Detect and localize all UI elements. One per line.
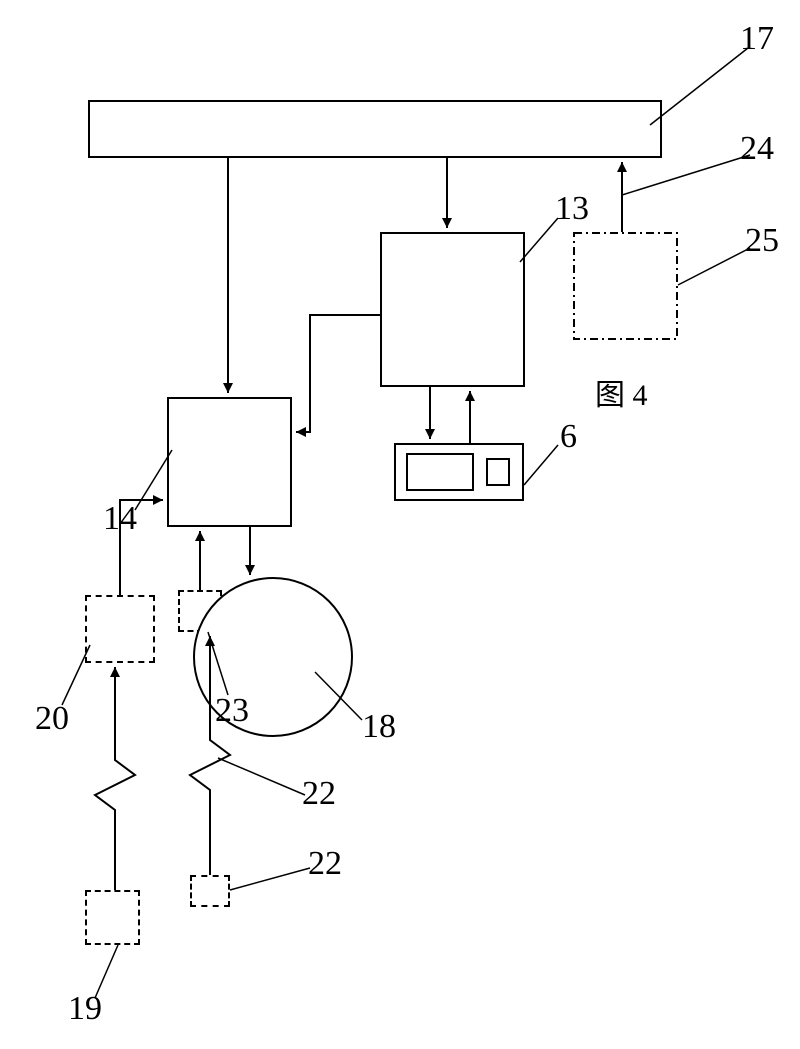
- node-20: [85, 595, 155, 663]
- node-25: [573, 232, 678, 340]
- label-22: 22: [308, 845, 342, 883]
- node-14: [167, 397, 292, 527]
- node-22: [190, 875, 230, 907]
- label-21: 22: [302, 775, 336, 813]
- label-17: 17: [740, 20, 774, 58]
- node-6-inner1: [406, 453, 474, 491]
- node-17: [88, 100, 662, 158]
- node-6-inner2: [486, 458, 510, 486]
- diagram-canvas: 17 24 25 13 6 14 18 20 23 22 22 19 图 4: [0, 0, 800, 1049]
- label-24: 24: [740, 130, 774, 168]
- label-20: 20: [35, 700, 69, 738]
- node-13: [380, 232, 525, 387]
- label-23: 23: [215, 692, 249, 730]
- node-19: [85, 890, 140, 945]
- figure-caption: 图 4: [595, 370, 648, 414]
- label-25: 25: [745, 222, 779, 260]
- label-13: 13: [555, 190, 589, 228]
- label-19: 19: [68, 990, 102, 1028]
- label-14: 14: [103, 500, 137, 538]
- label-18: 18: [362, 708, 396, 746]
- label-6: 6: [560, 418, 577, 456]
